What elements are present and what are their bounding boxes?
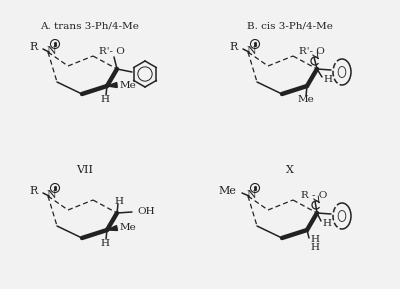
Polygon shape bbox=[107, 225, 118, 230]
Text: R'- O: R'- O bbox=[99, 47, 125, 57]
Text: Me: Me bbox=[120, 223, 137, 232]
Text: N: N bbox=[246, 46, 256, 56]
Text: H: H bbox=[310, 242, 319, 251]
Text: X: X bbox=[286, 165, 294, 175]
Text: R: R bbox=[230, 42, 238, 52]
Text: N: N bbox=[46, 46, 56, 56]
Text: H: H bbox=[100, 238, 110, 247]
Text: N: N bbox=[46, 190, 56, 200]
Text: N: N bbox=[246, 190, 256, 200]
Text: R'- O: R'- O bbox=[299, 47, 325, 57]
Text: H: H bbox=[100, 95, 110, 103]
Text: R: R bbox=[30, 42, 38, 52]
Text: Me: Me bbox=[298, 95, 314, 105]
Polygon shape bbox=[107, 83, 117, 88]
Text: OH: OH bbox=[137, 208, 155, 216]
Text: H: H bbox=[114, 197, 124, 205]
Text: H: H bbox=[323, 75, 332, 84]
Text: H: H bbox=[322, 218, 331, 227]
Text: Me: Me bbox=[120, 81, 137, 90]
Text: B. cis 3-Ph/4-Me: B. cis 3-Ph/4-Me bbox=[247, 21, 333, 31]
Text: VII: VII bbox=[76, 165, 94, 175]
Text: H: H bbox=[310, 236, 319, 244]
Text: R - O: R - O bbox=[301, 192, 327, 201]
Text: Me: Me bbox=[218, 186, 236, 196]
Text: A. trans 3-Ph/4-Me: A. trans 3-Ph/4-Me bbox=[40, 21, 140, 31]
Text: R: R bbox=[30, 186, 38, 196]
